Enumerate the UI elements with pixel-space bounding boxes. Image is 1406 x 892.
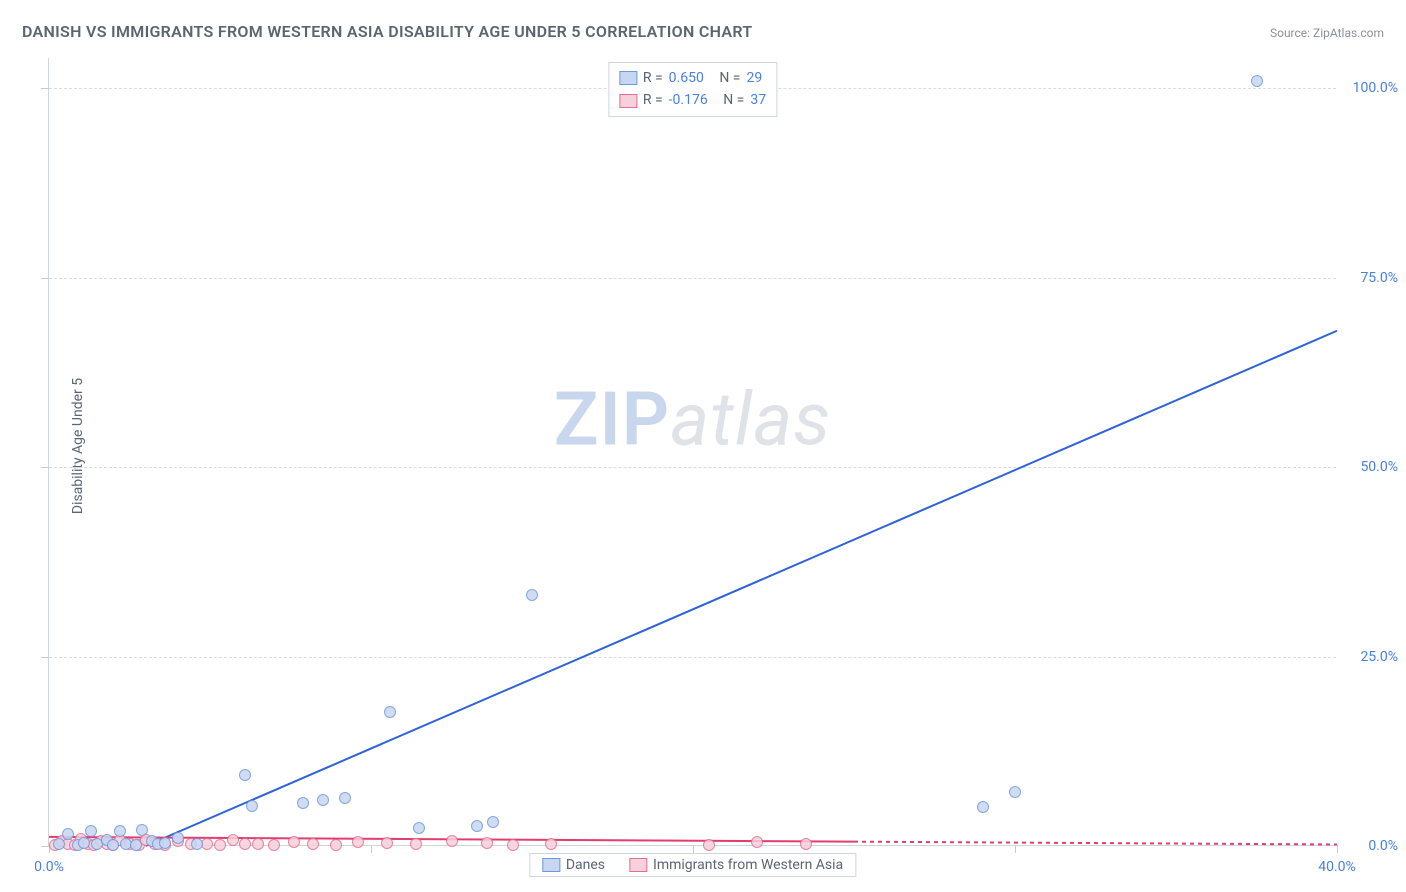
n-value-immigrants: 37: [750, 89, 766, 111]
chart-plot-area: ZIPatlas R = 0.650 N = 29 R = -0.176 N =…: [48, 58, 1336, 846]
y-tick: [41, 467, 49, 468]
marker-immigrants: [481, 837, 493, 849]
r-value-danes: 0.650: [669, 67, 704, 89]
legend-label-danes: Danes: [566, 857, 605, 873]
marker-danes: [114, 825, 126, 837]
marker-danes: [78, 837, 90, 849]
x-tick-label: 0.0%: [34, 859, 64, 875]
marker-danes: [317, 794, 329, 806]
y-tick: [41, 88, 49, 89]
marker-danes: [471, 820, 483, 832]
marker-immigrants: [410, 838, 422, 850]
marker-danes: [246, 800, 258, 812]
marker-immigrants: [381, 837, 393, 849]
marker-immigrants: [268, 839, 280, 851]
marker-immigrants: [507, 839, 519, 851]
marker-immigrants: [288, 836, 300, 848]
y-tick: [41, 657, 49, 658]
marker-immigrants: [751, 836, 763, 848]
marker-danes: [339, 792, 351, 804]
marker-danes: [977, 801, 989, 813]
x-tick: [371, 845, 372, 853]
marker-immigrants: [307, 838, 319, 850]
swatch-danes: [619, 71, 637, 85]
y-tick: [41, 278, 49, 279]
x-tick: [1015, 845, 1016, 853]
regression-line-immigrants-dashed: [854, 842, 1337, 845]
marker-danes: [107, 839, 119, 851]
x-tick-label: 40.0%: [1318, 859, 1356, 875]
marker-danes: [136, 824, 148, 836]
marker-danes: [297, 797, 309, 809]
marker-immigrants: [214, 839, 226, 851]
marker-immigrants: [352, 836, 364, 848]
marker-danes: [1009, 786, 1021, 798]
regression-line-danes: [146, 331, 1337, 846]
n-label: N =: [719, 67, 740, 89]
regression-lines: [49, 58, 1336, 845]
source-attribution: Source: ZipAtlas.com: [1270, 26, 1384, 40]
legend-correlation: R = 0.650 N = 29 R = -0.176 N = 37: [608, 62, 777, 117]
x-tick: [1337, 845, 1338, 853]
marker-danes: [53, 838, 65, 850]
chart-title: DANISH VS IMMIGRANTS FROM WESTERN ASIA D…: [22, 22, 752, 41]
legend-item-danes: Danes: [542, 857, 605, 873]
y-tick-label: 75.0%: [1360, 270, 1398, 286]
marker-danes: [487, 816, 499, 828]
n-label: N =: [723, 89, 744, 111]
marker-danes: [239, 769, 251, 781]
marker-danes: [62, 828, 74, 840]
marker-immigrants: [330, 839, 342, 851]
marker-danes: [172, 832, 184, 844]
marker-danes: [384, 706, 396, 718]
y-tick-label: 50.0%: [1360, 459, 1398, 475]
n-value-danes: 29: [746, 67, 762, 89]
marker-danes: [413, 822, 425, 834]
marker-immigrants: [703, 839, 715, 851]
marker-immigrants: [446, 835, 458, 847]
marker-danes: [1251, 75, 1263, 87]
marker-danes: [85, 825, 97, 837]
y-tick: [41, 846, 49, 847]
r-label: R =: [643, 89, 663, 111]
legend-label-immigrants: Immigrants from Western Asia: [653, 857, 843, 873]
r-label: R =: [643, 67, 663, 89]
x-tick: [693, 845, 694, 853]
marker-danes: [191, 838, 203, 850]
y-tick-label: 100.0%: [1353, 80, 1398, 96]
legend-item-immigrants: Immigrants from Western Asia: [629, 857, 843, 873]
marker-immigrants: [800, 838, 812, 850]
marker-immigrants: [252, 838, 264, 850]
marker-danes: [159, 837, 171, 849]
legend-series: Danes Immigrants from Western Asia: [529, 853, 856, 877]
legend-row-immigrants: R = -0.176 N = 37: [619, 89, 766, 111]
legend-row-danes: R = 0.650 N = 29: [619, 67, 766, 89]
swatch-danes: [542, 858, 560, 872]
marker-immigrants: [239, 838, 251, 850]
y-tick-label: 25.0%: [1360, 649, 1398, 665]
r-value-immigrants: -0.176: [669, 89, 708, 111]
y-tick-label: 0.0%: [1368, 838, 1398, 854]
swatch-immigrants: [629, 858, 647, 872]
swatch-immigrants: [619, 94, 637, 108]
marker-immigrants: [227, 834, 239, 846]
marker-danes: [526, 589, 538, 601]
marker-immigrants: [545, 838, 557, 850]
marker-danes: [130, 839, 142, 851]
